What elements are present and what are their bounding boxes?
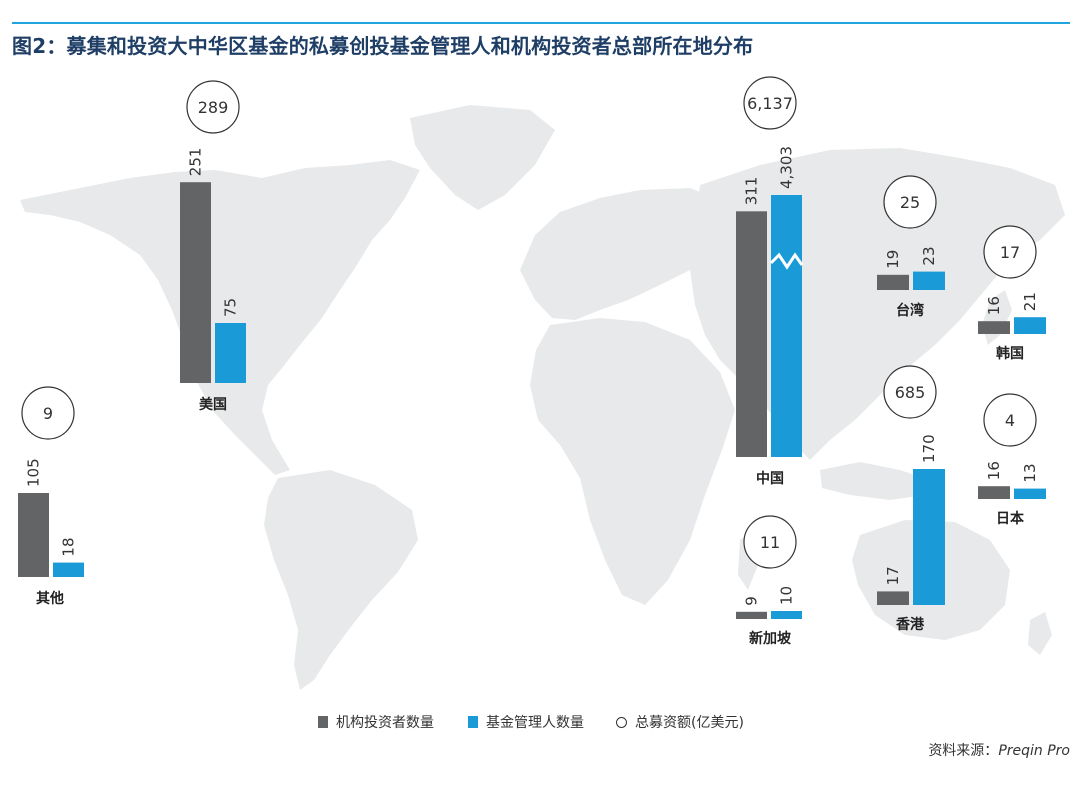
legend-investors-label: 机构投资者数量 — [336, 715, 434, 731]
legend-investors: 机构投资者数量 — [318, 712, 434, 732]
legend: 机构投资者数量 基金管理人数量 总募资额(亿美元) — [0, 712, 1080, 734]
source-label: 资料来源： — [928, 743, 999, 759]
capital-label: 11 — [760, 533, 780, 552]
capital-bubble — [883, 365, 937, 419]
bar-investors — [736, 611, 767, 619]
region-label: 美国 — [199, 396, 227, 413]
value-label-investors: 105 — [25, 458, 43, 487]
capital-label: 9 — [43, 404, 53, 423]
map-africa — [530, 318, 735, 605]
value-label-managers: 10 — [778, 586, 796, 605]
map-new-zealand — [1028, 612, 1052, 655]
capital-label: 17 — [1000, 243, 1020, 262]
legend-capital-icon — [616, 716, 627, 728]
value-label-investors: 9 — [743, 596, 761, 606]
region-label: 台湾 — [896, 302, 924, 319]
bar-managers — [1014, 488, 1046, 499]
region-label: 中国 — [756, 470, 784, 487]
bar-managers — [53, 562, 84, 577]
bar-investors — [978, 321, 1010, 334]
bar-managers — [771, 195, 802, 457]
value-label-managers: 23 — [920, 247, 938, 266]
bar-investors — [978, 486, 1010, 499]
bar-managers — [1014, 317, 1046, 334]
capital-label: 4 — [1005, 411, 1015, 430]
legend-managers-label: 基金管理人数量 — [486, 715, 584, 731]
value-label-investors: 17 — [884, 566, 902, 585]
value-label-managers: 170 — [920, 434, 938, 463]
capital-bubble — [743, 515, 797, 569]
chart-title: 图2：募集和投资大中华区基金的私募创投基金管理人和机构投资者总部所在地分布 — [12, 34, 754, 58]
map-north-america — [20, 160, 420, 475]
map-sea-islands — [820, 462, 930, 500]
value-label-investors: 16 — [985, 296, 1003, 315]
region-label: 新加坡 — [749, 630, 792, 647]
map-europe — [520, 188, 725, 320]
region-label: 其他 — [36, 590, 64, 607]
value-label-investors: 251 — [187, 148, 205, 177]
legend-capital: 总募资额(亿美元) — [616, 712, 744, 732]
legend-managers: 基金管理人数量 — [468, 712, 584, 732]
region-label: 日本 — [996, 510, 1025, 527]
bar-managers — [771, 611, 802, 619]
bar-investors — [180, 182, 211, 383]
value-label-managers: 21 — [1021, 292, 1039, 311]
capital-bubble — [21, 386, 75, 440]
bar-managers — [913, 469, 945, 605]
map-south-america — [264, 470, 418, 690]
axis-break-mark — [769, 252, 804, 270]
capital-bubble — [883, 175, 937, 229]
capital-label: 289 — [198, 98, 229, 117]
top-rule — [12, 22, 1070, 24]
capital-label: 6,137 — [747, 94, 793, 113]
source-name: Preqin Pro — [998, 743, 1070, 759]
bar-investors — [877, 591, 909, 605]
bar-investors — [877, 274, 909, 290]
legend-managers-swatch — [468, 716, 478, 728]
value-label-investors: 16 — [985, 461, 1003, 480]
value-label-managers: 75 — [222, 298, 240, 317]
legend-investors-swatch — [318, 716, 328, 728]
bar-investors — [736, 211, 767, 457]
bar-managers — [913, 271, 945, 290]
capital-label: 685 — [895, 383, 926, 402]
capital-label: 25 — [900, 193, 920, 212]
bars-layer: 251 75 289 美国 311 4,303 6,137 中国 19 23 25 台湾 16 21 17 韩… — [18, 76, 1046, 647]
bar-investors — [18, 493, 49, 577]
legend-capital-label: 总募资额(亿美元) — [635, 715, 744, 731]
value-label-managers: 18 — [60, 538, 78, 557]
value-label-investors: 311 — [743, 177, 761, 206]
map-greenland — [410, 105, 555, 210]
value-label-managers: 13 — [1021, 464, 1039, 483]
capital-bubble — [983, 225, 1037, 279]
capital-bubble — [743, 76, 797, 130]
source-note: 资料来源：Preqin Pro — [928, 740, 1070, 760]
bar-managers — [215, 323, 246, 383]
capital-bubble — [186, 80, 240, 134]
value-label-managers: 4,303 — [778, 146, 796, 189]
value-label-investors: 19 — [884, 250, 902, 269]
capital-bubble — [983, 393, 1037, 447]
region-label: 韩国 — [996, 345, 1024, 362]
region-label: 香港 — [895, 616, 925, 633]
